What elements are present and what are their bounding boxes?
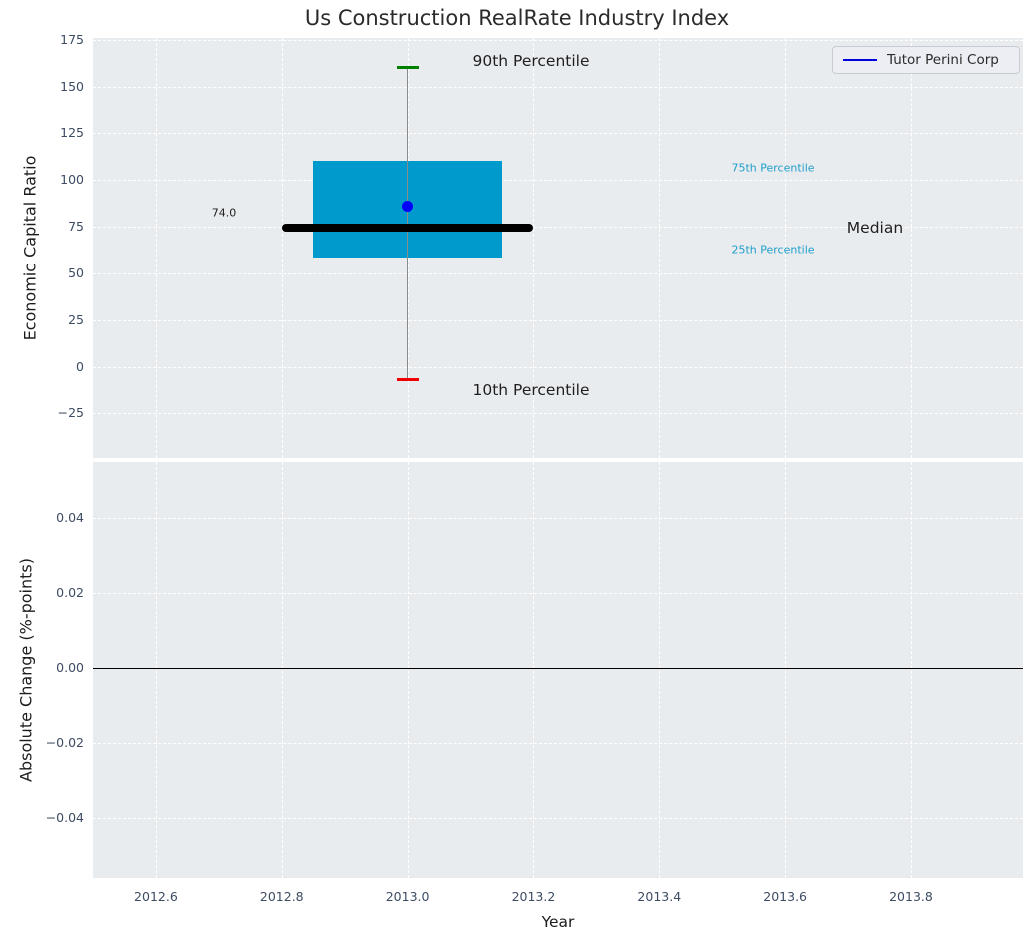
gridline (93, 319, 1023, 321)
y-tick-label: 25 (68, 311, 84, 327)
gridline (155, 462, 157, 878)
gridline (533, 462, 535, 878)
gridline (93, 818, 1023, 820)
x-tick-label: 2013.0 (385, 889, 430, 904)
y-tick-label: 150 (60, 78, 84, 94)
zero-line (93, 668, 1023, 670)
y-tick-label: −0.02 (45, 735, 84, 751)
legend: Tutor Perini Corp (832, 46, 1020, 74)
gridline (93, 226, 1023, 228)
y-tick-label: 0.02 (56, 585, 84, 601)
gridline (93, 413, 1023, 415)
gridline (407, 462, 409, 878)
legend-label: Tutor Perini Corp (887, 52, 999, 68)
gridline (93, 86, 1023, 88)
median-label: Median (846, 219, 904, 237)
y-tick-label: 0 (76, 358, 84, 374)
gridline (93, 179, 1023, 181)
gridline (93, 743, 1023, 745)
y-tick-label: 0.04 (56, 510, 84, 526)
gridline (910, 38, 912, 458)
p25-label: 25th Percentile (731, 243, 815, 257)
y-tick-label: 175 (60, 31, 84, 47)
y-tick-label: 125 (60, 125, 84, 141)
gridline (155, 38, 157, 458)
axes-economic-capital-ratio (93, 38, 1023, 458)
gridline (93, 273, 1023, 275)
chart-title: Us Construction RealRate Industry Index (304, 6, 730, 30)
y-tick-label: 75 (68, 218, 84, 234)
y-tick-label: 0.00 (56, 660, 84, 676)
x-axis-label: Year (541, 913, 575, 931)
p90-label: 90th Percentile (472, 52, 590, 70)
median-line (281, 224, 534, 233)
x-tick-label: 2013.6 (763, 889, 808, 904)
y-tick-label: 100 (60, 171, 84, 187)
x-tick-label: 2013.2 (511, 889, 556, 904)
x-tick-label: 2012.8 (259, 889, 304, 904)
legend-line-icon (843, 59, 877, 61)
y-tick-label: −25 (57, 405, 84, 421)
p10-cap (396, 377, 419, 381)
company-value-dot (402, 200, 414, 212)
x-tick-label: 2012.6 (134, 889, 178, 904)
x-tick-label: 2013.8 (889, 889, 933, 904)
gridline (93, 518, 1023, 520)
gridline (785, 462, 787, 878)
gridline (93, 366, 1023, 368)
median-value: 74.0 (211, 206, 237, 220)
gridline (281, 462, 283, 878)
gridline (659, 462, 661, 878)
p75-label: 75th Percentile (731, 161, 815, 175)
gridline (281, 38, 283, 458)
gridline (93, 593, 1023, 595)
y-tick-label: 50 (68, 265, 84, 281)
p90-cap (396, 66, 419, 70)
gridline (533, 38, 535, 458)
gridline (785, 38, 787, 458)
gridline (93, 39, 1023, 41)
gridline (910, 462, 912, 878)
whisker-line (406, 67, 408, 380)
p10-label: 10th Percentile (472, 381, 590, 399)
axes-absolute-change (93, 462, 1023, 878)
x-tick-label: 2013.4 (637, 889, 682, 904)
y-tick-label: −0.04 (45, 810, 84, 826)
gridline (659, 38, 661, 458)
gridline (93, 133, 1023, 135)
